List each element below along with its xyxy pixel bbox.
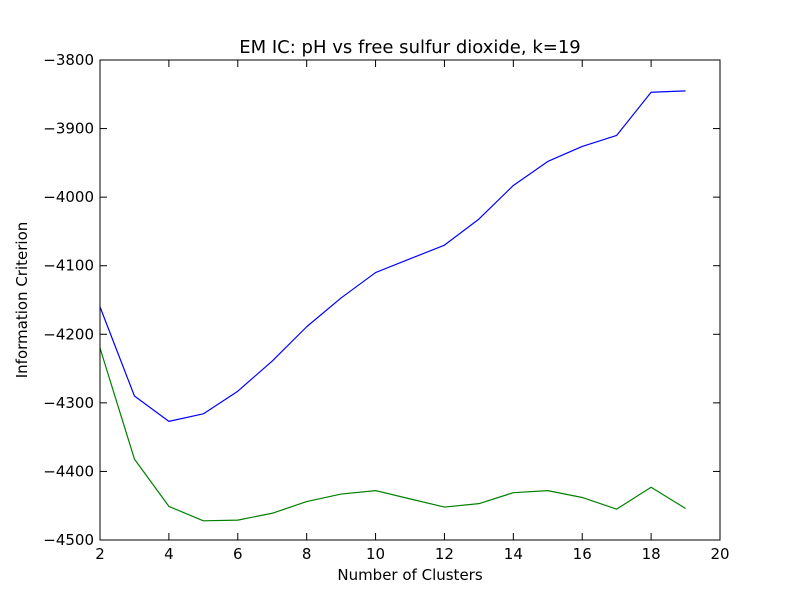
y-tick-label: −4300: [43, 394, 94, 412]
plot-frame: [99, 59, 721, 541]
x-tick-label: 18: [642, 545, 661, 563]
x-tick-label: 14: [504, 545, 523, 563]
y-axis-ticks: −3800 −3900 −4000 −4100 −4200 −4300 −4400 −4500: [43, 51, 720, 549]
y-tick-label: −3900: [43, 120, 94, 138]
x-tick-label: 16: [573, 545, 592, 563]
x-tick-label: 12: [435, 545, 454, 563]
x-tick-label: 10: [366, 545, 385, 563]
y-tick-label: −4200: [43, 325, 94, 343]
y-axis-label: Information Criterion: [13, 222, 31, 379]
y-tick-label: −4000: [43, 188, 94, 206]
plot-lines: [99, 90, 686, 522]
x-tick-label: 6: [233, 545, 243, 563]
y-tick-label: −3800: [43, 51, 94, 69]
y-tick-label: −4100: [43, 257, 94, 275]
series-line-1: [99, 90, 686, 422]
y-tick-label: −4500: [43, 531, 94, 549]
x-tick-label: 8: [302, 545, 312, 563]
x-tick-label: 20: [710, 545, 729, 563]
y-tick-label: −4400: [43, 462, 94, 480]
x-axis-label: Number of Clusters: [337, 566, 482, 584]
x-tick-label: 4: [164, 545, 174, 563]
x-tick-label: 2: [95, 545, 105, 563]
chart-title: EM IC: pH vs free sulfur dioxide, k=19: [239, 37, 580, 58]
series-line-2: [99, 347, 686, 522]
x-axis-ticks: 2 4 6 8 10 12 14 16 18 20: [95, 60, 730, 563]
